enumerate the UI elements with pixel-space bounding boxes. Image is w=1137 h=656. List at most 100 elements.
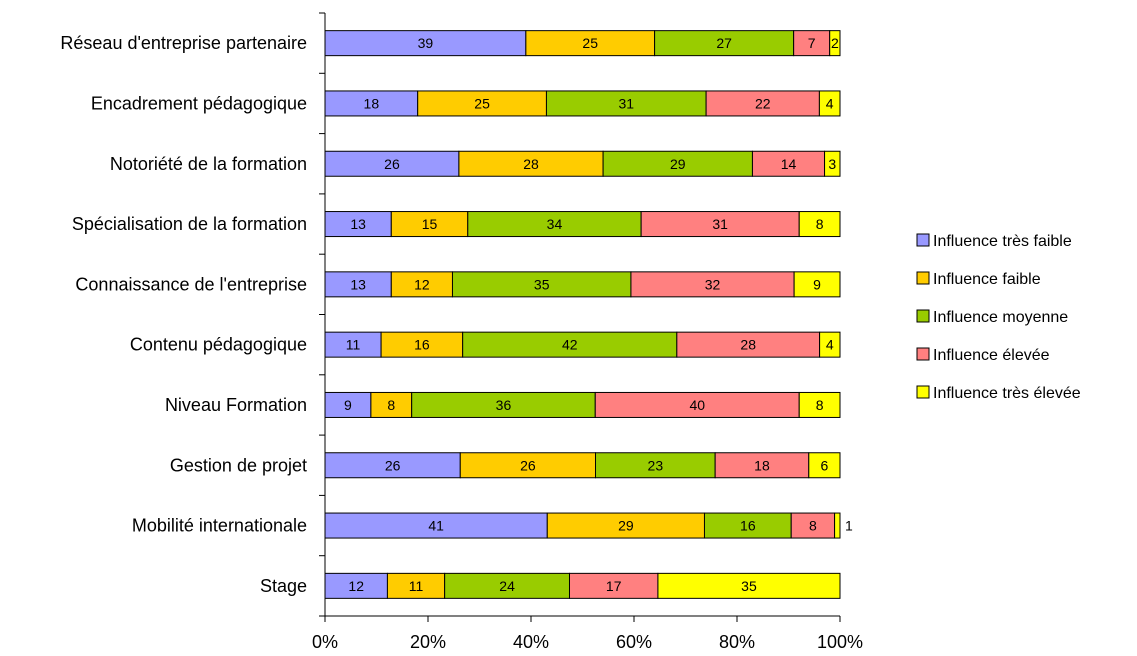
category-label: Niveau Formation xyxy=(165,395,307,415)
bar-segment xyxy=(594,391,800,418)
bar-segment xyxy=(818,90,841,117)
bar-segment xyxy=(459,452,597,479)
bar-segment xyxy=(595,452,716,479)
data-label: 12 xyxy=(348,578,364,594)
legend-label: Influence très élevée xyxy=(933,385,1081,402)
data-label: 40 xyxy=(689,397,705,413)
bar-segment xyxy=(657,572,841,599)
bar-segment xyxy=(640,211,800,238)
data-label: 28 xyxy=(740,337,756,353)
bar-segment xyxy=(705,90,820,117)
data-label: 26 xyxy=(384,156,400,172)
bar-segment xyxy=(390,271,453,298)
data-label: 14 xyxy=(781,156,797,172)
bar-segment xyxy=(829,30,841,57)
data-label: 26 xyxy=(520,457,536,473)
category-label: Gestion de projet xyxy=(170,455,307,475)
data-label: 8 xyxy=(816,216,824,232)
x-tick-label: 100% xyxy=(817,632,863,652)
bar-segment xyxy=(834,512,841,539)
data-label: 36 xyxy=(496,397,512,413)
x-tick-label: 0% xyxy=(312,632,338,652)
bar-segment xyxy=(458,150,604,177)
bar-segment xyxy=(324,90,419,117)
category-label: Notoriété de la formation xyxy=(110,154,307,174)
data-label: 4 xyxy=(826,95,834,111)
data-label: 2 xyxy=(831,35,839,51)
bar-segment xyxy=(793,30,831,57)
data-label: 18 xyxy=(754,457,770,473)
bar-segment xyxy=(525,30,656,57)
x-tick-label: 80% xyxy=(719,632,755,652)
legend-swatch xyxy=(916,309,930,323)
x-tick-label: 40% xyxy=(513,632,549,652)
data-label: 18 xyxy=(364,95,380,111)
bar-segment xyxy=(808,452,841,479)
data-label: 13 xyxy=(350,216,366,232)
legend-label: Influence faible xyxy=(933,271,1041,288)
bar-segment xyxy=(751,150,826,177)
data-label: 8 xyxy=(387,397,395,413)
data-label: 25 xyxy=(582,35,598,51)
data-label: 8 xyxy=(809,518,817,534)
bar-segment xyxy=(630,271,795,298)
data-label: 22 xyxy=(755,95,771,111)
legend-swatch xyxy=(916,347,930,361)
legend-label: Influence moyenne xyxy=(933,309,1068,326)
bar-segment xyxy=(386,572,446,599)
data-label: 32 xyxy=(705,276,721,292)
category-label: Encadrement pédagogique xyxy=(91,93,307,113)
data-label: 23 xyxy=(648,457,664,473)
bar-segment xyxy=(602,150,753,177)
legend-swatch xyxy=(916,233,930,247)
category-label: Spécialisation de la formation xyxy=(72,214,307,234)
bar-segment xyxy=(790,512,836,539)
legend-label: Influence très faible xyxy=(933,233,1072,250)
bar-segment xyxy=(324,150,460,177)
bar-segment xyxy=(467,211,642,238)
category-label: Stage xyxy=(260,576,307,596)
bar-segment xyxy=(545,90,707,117)
legend-swatch xyxy=(916,271,930,285)
category-label: Connaissance de l'entreprise xyxy=(75,274,307,294)
data-label: 11 xyxy=(409,578,424,594)
data-label: 11 xyxy=(346,337,361,353)
data-label: 3 xyxy=(828,156,836,172)
category-label: Contenu pédagogique xyxy=(130,335,307,355)
bar-segment xyxy=(798,211,841,238)
data-label: 35 xyxy=(534,276,550,292)
bar-segment xyxy=(324,391,372,418)
data-label: 7 xyxy=(808,35,816,51)
data-label: 35 xyxy=(741,578,757,594)
bar-segment xyxy=(824,150,841,177)
data-label: 13 xyxy=(350,276,366,292)
data-label: 12 xyxy=(414,276,430,292)
bar-segment xyxy=(380,331,464,358)
data-label: 25 xyxy=(474,95,490,111)
data-label: 29 xyxy=(670,156,686,172)
data-label: 1 xyxy=(845,518,853,534)
legend-swatch xyxy=(916,385,930,399)
bar-segment xyxy=(444,572,570,599)
bar-segment xyxy=(793,271,841,298)
category-label: Mobilité internationale xyxy=(132,516,307,536)
data-label: 29 xyxy=(618,518,634,534)
data-label: 41 xyxy=(428,518,444,534)
data-label: 28 xyxy=(523,156,539,172)
data-label: 16 xyxy=(740,518,756,534)
data-label: 26 xyxy=(385,457,401,473)
bar-segment xyxy=(819,331,841,358)
x-tick-label: 20% xyxy=(410,632,446,652)
bar-segment xyxy=(703,512,792,539)
data-label: 16 xyxy=(414,337,430,353)
bar-segment xyxy=(462,331,678,358)
data-label: 17 xyxy=(606,578,622,594)
bar-segment xyxy=(324,452,461,479)
data-label: 39 xyxy=(418,35,434,51)
data-label: 42 xyxy=(562,337,578,353)
category-label: Réseau d'entreprise partenaire xyxy=(60,33,307,53)
data-label: 31 xyxy=(618,95,634,111)
bar-segment xyxy=(324,271,392,298)
bar-segment xyxy=(568,572,659,599)
